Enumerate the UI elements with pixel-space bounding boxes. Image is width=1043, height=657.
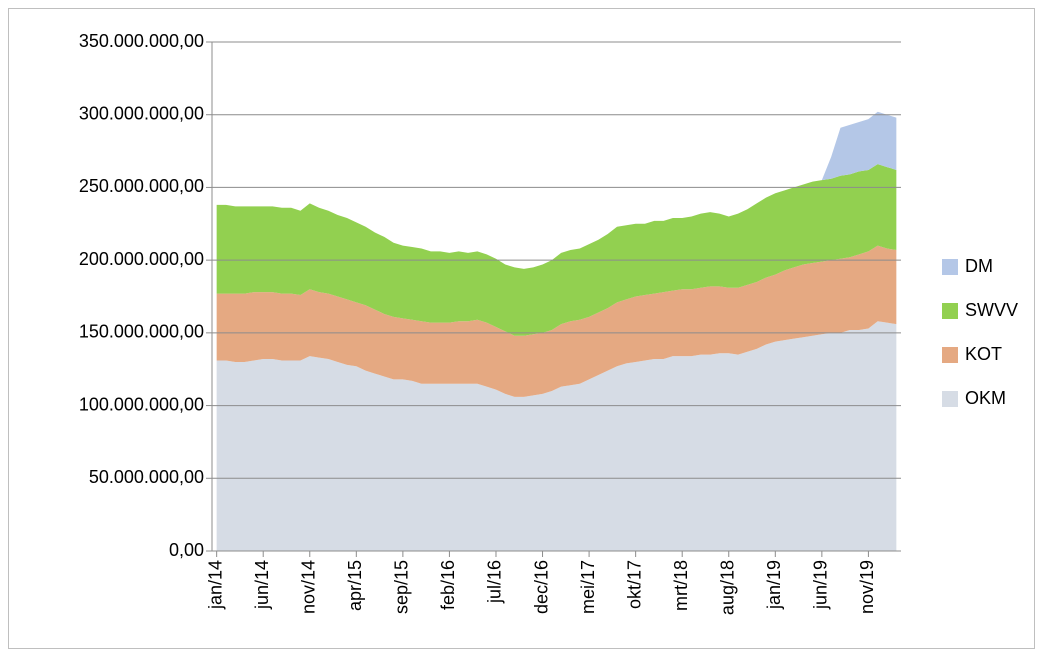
y-tick-label: 0,00 <box>169 540 204 560</box>
x-tick-label: okt/17 <box>624 560 644 609</box>
x-tick-label: feb/16 <box>438 560 458 610</box>
plot-overlay <box>206 41 901 557</box>
y-tick-label: 300.000.000,00 <box>79 103 204 123</box>
legend-label: SWVV <box>965 300 1018 320</box>
x-tick-label: mei/17 <box>578 560 598 614</box>
x-tick-label: jun/19 <box>811 560 831 610</box>
x-tick-label: jul/16 <box>485 560 505 604</box>
area-okm <box>216 321 897 551</box>
x-tick-label: dec/16 <box>531 560 551 614</box>
y-tick-label: 350.000.000,00 <box>79 31 204 51</box>
x-tick-label: nov/14 <box>299 560 319 614</box>
plot-areas <box>216 111 897 551</box>
y-tick-label: 200.000.000,00 <box>79 249 204 269</box>
x-tick-label: sep/15 <box>392 560 412 614</box>
legend-label: KOT <box>965 344 1002 364</box>
y-tick-label: 50.000.000,00 <box>89 467 204 487</box>
x-tick-label: aug/18 <box>718 560 738 615</box>
x-tick-label: jan/14 <box>205 560 225 610</box>
y-tick-label: 150.000.000,00 <box>79 322 204 342</box>
area-swvv <box>216 164 897 336</box>
x-tick-label: apr/15 <box>345 560 365 611</box>
legend-label: OKM <box>965 388 1006 408</box>
x-tick-label: mrt/18 <box>671 560 691 611</box>
legend-swatch <box>942 391 958 407</box>
legend-swatch <box>942 347 958 363</box>
y-tick-label: 250.000.000,00 <box>79 176 204 196</box>
x-tick-label: jun/14 <box>252 560 272 610</box>
area-kot <box>216 245 897 397</box>
y-tick-label: 100.000.000,00 <box>79 394 204 414</box>
x-tick-label: nov/19 <box>857 560 877 614</box>
legend-swatch <box>942 259 958 275</box>
x-tick-label: jan/19 <box>764 560 784 610</box>
legend-label: DM <box>965 256 993 276</box>
legend-swatch <box>942 303 958 319</box>
